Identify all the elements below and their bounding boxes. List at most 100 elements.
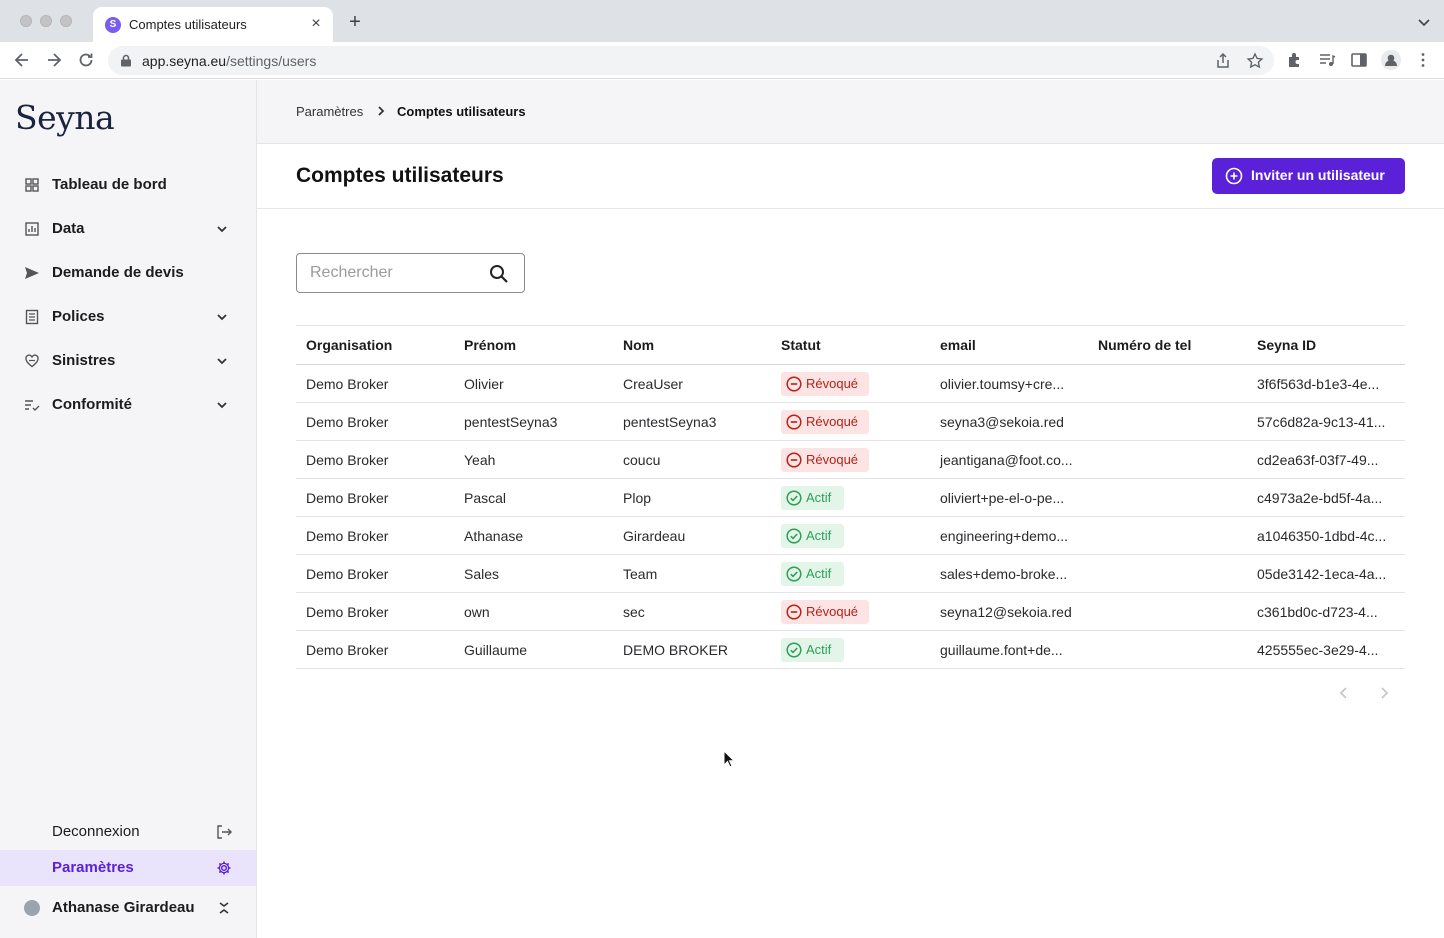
media-queue-icon[interactable]	[1318, 51, 1336, 69]
app-root: Seyna Tableau de bord Data Demande de de…	[0, 80, 1444, 938]
status-badge: Révoqué	[781, 448, 869, 472]
pagination-previous-icon[interactable]	[1337, 686, 1351, 700]
invite-user-button[interactable]: Inviter un utilisateur	[1212, 158, 1405, 194]
pagination-next-icon[interactable]	[1377, 686, 1391, 700]
chart-icon	[25, 222, 39, 236]
tab-close-icon[interactable]: ×	[311, 15, 321, 32]
minus-circle-icon	[786, 414, 802, 430]
sidebar-item-tableau-de-bord[interactable]: Tableau de bord	[0, 165, 256, 205]
user-menu[interactable]: Athanase Girardeau	[0, 890, 256, 926]
bookmark-star-icon[interactable]	[1246, 52, 1264, 70]
column-header-organisation[interactable]: Organisation	[306, 337, 393, 353]
table-row[interactable]: Demo Broker pentestSeyna3 pentestSeyna3 Rév…	[296, 403, 1405, 441]
sidebar-item-sinistres[interactable]: Sinistres	[0, 341, 256, 381]
search-icon[interactable]	[489, 264, 509, 284]
dashboard-icon	[25, 178, 39, 192]
cell-prenom: Guillaume	[464, 642, 528, 658]
cell-prenom: Yeah	[464, 452, 496, 468]
new-tab-icon[interactable]: +	[349, 11, 361, 33]
status-badge-label: Révoqué	[806, 376, 859, 391]
cell-organisation: Demo Broker	[306, 452, 389, 468]
share-icon[interactable]	[1214, 52, 1232, 70]
table-row[interactable]: Demo Broker Athanase Girardeau Actif enginee…	[296, 517, 1405, 555]
cell-email: seyna12@sekoia.red	[940, 604, 1072, 620]
table-row[interactable]: Demo Broker Guillaume DEMO BROKER Actif guil…	[296, 631, 1405, 669]
table-row[interactable]: Demo Broker Yeah coucu Révoqué jeantigana@fo…	[296, 441, 1405, 479]
heart-hand-icon	[25, 354, 39, 368]
check-circle-icon	[786, 528, 802, 544]
status-badge: Révoqué	[781, 600, 869, 624]
chevron-down-icon	[217, 402, 227, 409]
browser-tab-bar: S Comptes utilisateurs × +	[0, 0, 1444, 42]
sidebar-item-conformite[interactable]: Conformité	[0, 385, 256, 425]
browser-toolbar: app.seyna.eu/settings/users	[0, 42, 1444, 79]
cell-seyna-id: 57c6d82a-9c13-41...	[1257, 414, 1386, 430]
main-content: Paramètres Comptes utilisateurs Comptes …	[257, 80, 1444, 938]
status-badge: Actif	[781, 638, 844, 662]
reload-icon[interactable]	[76, 50, 96, 70]
invite-user-label: Inviter un utilisateur	[1251, 167, 1385, 183]
side-panel-icon[interactable]	[1350, 51, 1368, 69]
page-header: Comptes utilisateurs Inviter un utilisat…	[257, 144, 1444, 209]
column-header-seyna-id[interactable]: Seyna ID	[1257, 337, 1317, 353]
browser-tab[interactable]: S Comptes utilisateurs ×	[93, 7, 333, 42]
forward-arrow-icon[interactable]	[44, 50, 64, 70]
minus-circle-icon	[786, 604, 802, 620]
window-close-button[interactable]	[20, 15, 32, 27]
seyna-logo[interactable]: Seyna	[15, 98, 115, 137]
cell-prenom: own	[464, 604, 490, 620]
table-row[interactable]: Demo Broker own sec Révoqué seyna12@sekoia.r…	[296, 593, 1405, 631]
status-badge-label: Révoqué	[806, 414, 859, 429]
table-row[interactable]: Demo Broker Sales Team Actif sales+demo-brok…	[296, 555, 1405, 593]
cell-email: engineering+demo...	[940, 528, 1069, 544]
sidebar-item-label: Polices	[52, 308, 105, 325]
tab-search-icon[interactable]	[1416, 14, 1432, 30]
cell-nom: CreaUser	[623, 376, 683, 392]
status-badge: Actif	[781, 562, 844, 586]
minus-circle-icon	[786, 376, 802, 392]
cell-prenom: Athanase	[464, 528, 524, 544]
status-badge-label: Actif	[806, 490, 832, 505]
cell-email: guillaume.font+de...	[940, 642, 1063, 658]
column-header-prenom[interactable]: Prénom	[464, 337, 517, 353]
users-table: Organisation Prénom Nom Statut email Numéro d…	[296, 325, 1405, 669]
back-arrow-icon[interactable]	[12, 50, 32, 70]
window-zoom-button[interactable]	[60, 15, 72, 27]
column-header-nom[interactable]: Nom	[623, 337, 655, 353]
address-bar[interactable]: app.seyna.eu/settings/users	[108, 46, 1274, 75]
avatar	[24, 900, 40, 916]
sidebar: Seyna Tableau de bord Data Demande de de…	[0, 80, 257, 938]
cell-prenom: Pascal	[464, 490, 507, 506]
profile-avatar-icon[interactable]	[1381, 50, 1401, 70]
status-badge-label: Actif	[806, 528, 832, 543]
cell-nom: pentestSeyna3	[623, 414, 717, 430]
table-row[interactable]: Demo Broker Pascal Plop Actif oliviert+pe-el…	[296, 479, 1405, 517]
sidebar-item-label: Demande de devis	[52, 264, 184, 281]
breadcrumb-parametres[interactable]: Paramètres	[296, 104, 364, 119]
sidebar-item-parametres[interactable]: Paramètres	[0, 850, 256, 886]
status-badge: Actif	[781, 486, 844, 510]
column-header-email[interactable]: email	[940, 337, 976, 353]
sidebar-item-demande-de-devis[interactable]: Demande de devis	[0, 253, 256, 293]
cell-organisation: Demo Broker	[306, 642, 389, 658]
user-name: Athanase Girardeau	[52, 899, 195, 916]
search-input[interactable]	[310, 254, 480, 292]
logout-label: Deconnexion	[52, 823, 140, 840]
lock-icon	[121, 54, 131, 67]
cell-seyna-id: 3f6f563d-b1e3-4e...	[1257, 376, 1380, 392]
cell-prenom: pentestSeyna3	[464, 414, 558, 430]
checklist-icon	[25, 400, 40, 411]
page-title: Comptes utilisateurs	[296, 164, 504, 187]
logout-button[interactable]: Deconnexion	[0, 814, 256, 850]
browser-menu-icon[interactable]	[1414, 51, 1432, 69]
table-row[interactable]: Demo Broker Olivier CreaUser Révoqué olivier…	[296, 365, 1405, 403]
check-circle-icon	[786, 566, 802, 582]
sidebar-item-polices[interactable]: Polices	[0, 297, 256, 337]
window-minimize-button[interactable]	[40, 15, 52, 27]
sidebar-item-data[interactable]: Data	[0, 209, 256, 249]
search-box[interactable]	[296, 253, 525, 293]
column-header-telephone[interactable]: Numéro de tel	[1098, 337, 1192, 353]
extensions-puzzle-icon[interactable]	[1286, 51, 1304, 69]
sidebar-item-label: Tableau de bord	[52, 176, 167, 193]
column-header-statut[interactable]: Statut	[781, 337, 821, 353]
